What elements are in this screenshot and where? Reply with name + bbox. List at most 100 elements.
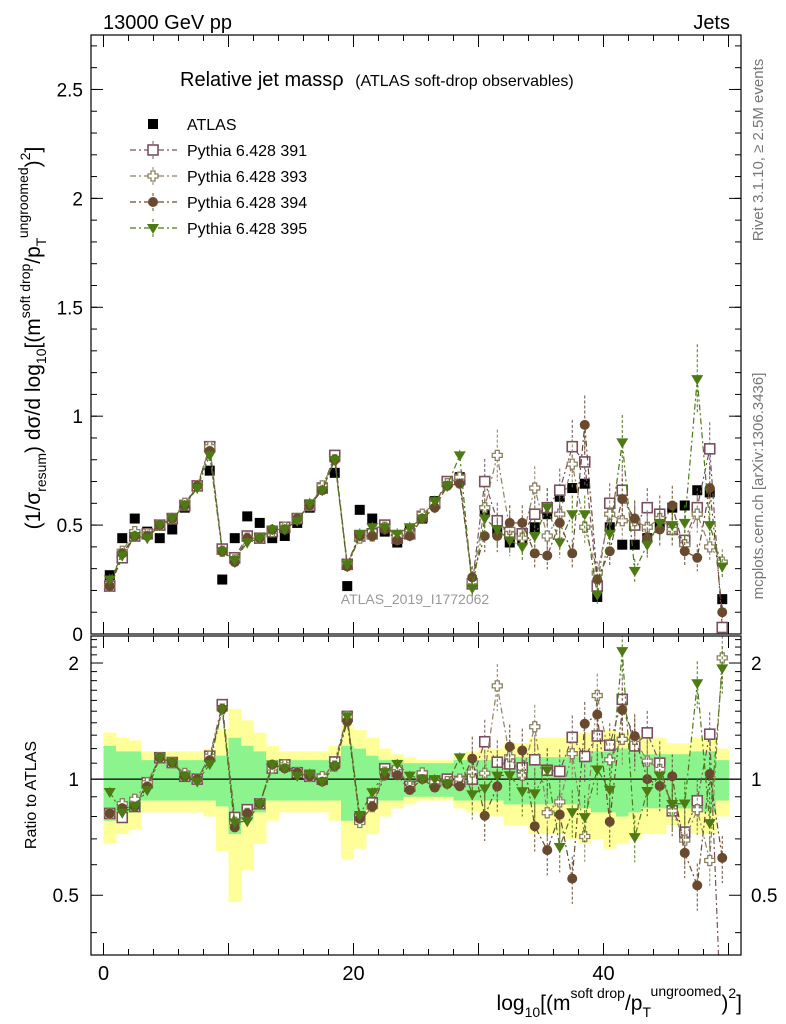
x-tick-label: 20 bbox=[342, 963, 364, 985]
data-point-pythia-6-428-395 bbox=[253, 534, 266, 545]
ratio-point-pythia-6-428-395 bbox=[653, 771, 666, 782]
data-point-pythia-6-428-394 bbox=[492, 530, 503, 541]
ratio-point-pythia-6-428-394 bbox=[667, 771, 678, 782]
legend-label: Pythia 6.428 393 bbox=[187, 169, 307, 186]
data-point-atlas bbox=[279, 530, 290, 541]
y-tick-label: 1 bbox=[72, 407, 83, 428]
ratio-point-pythia-6-428-393 bbox=[641, 755, 653, 767]
data-point-pythia-6-428-393 bbox=[541, 530, 553, 542]
data-point-pythia-6-428-395 bbox=[353, 529, 366, 540]
ratio-point-pythia-6-428-395 bbox=[228, 818, 241, 829]
data-point-pythia-6-428-394 bbox=[554, 517, 565, 528]
data-point-pythia-6-428-395 bbox=[303, 499, 316, 510]
ratio-point-pythia-6-428-394 bbox=[529, 821, 540, 832]
ratio-band-inner bbox=[153, 760, 167, 801]
ratio-point-pythia-6-428-395 bbox=[641, 786, 654, 797]
ratio-point-pythia-6-428-395 bbox=[241, 817, 254, 828]
data-point-atlas bbox=[204, 465, 215, 476]
y-tick-label: 0.5 bbox=[57, 516, 83, 537]
ratio-band-inner bbox=[216, 755, 229, 807]
data-point-pythia-6-428-395 bbox=[491, 525, 504, 536]
ratio-point-pythia-6-428-394 bbox=[554, 809, 565, 820]
ratio-point-pythia-6-428-393 bbox=[541, 807, 553, 819]
data-point-pythia-6-428-395 bbox=[291, 516, 304, 527]
data-point-pythia-6-428-393 bbox=[604, 508, 616, 520]
x-tick-label: 0 bbox=[98, 963, 109, 985]
ratio-tick-label-right: 2 bbox=[751, 654, 762, 675]
data-point-pythia-6-428-394 bbox=[517, 517, 528, 528]
series-line-pythia-6-428-394 bbox=[109, 424, 723, 613]
ratio-point-pythia-6-428-394 bbox=[604, 816, 615, 827]
ratio-point-pythia-6-428-395 bbox=[203, 760, 216, 771]
data-point-pythia-6-428-395 bbox=[666, 521, 679, 532]
ratio-point-pythia-6-428-394 bbox=[104, 808, 115, 819]
ratio-point-pythia-6-428-394 bbox=[429, 782, 440, 793]
ratio-frame bbox=[90, 635, 742, 956]
ratio-point-pythia-6-428-394 bbox=[504, 741, 515, 752]
legend-label: Pythia 6.428 395 bbox=[187, 221, 307, 238]
data-point-pythia-6-428-393 bbox=[691, 508, 703, 520]
data-point-pythia-6-428-395 bbox=[316, 486, 329, 497]
ratio-y-axis-label: Ratio to ATLAS bbox=[23, 741, 40, 849]
ratio-point-pythia-6-428-394 bbox=[242, 808, 253, 819]
ratio-band-inner bbox=[103, 745, 117, 821]
data-point-pythia-6-428-395 bbox=[278, 525, 291, 536]
data-point-pythia-6-428-395 bbox=[528, 531, 541, 542]
data-point-pythia-6-428-391 bbox=[716, 621, 729, 634]
data-point-pythia-6-428-394 bbox=[542, 550, 553, 561]
data-point-pythia-6-428-395 bbox=[266, 525, 279, 536]
axes: 00.511.522.50.5 0.51 12 20 20 40 bbox=[53, 35, 777, 985]
ratio-point-pythia-6-428-395 bbox=[378, 768, 391, 779]
ratio-point-pythia-6-428-394 bbox=[404, 784, 415, 795]
ratio-point-pythia-6-428-395 bbox=[466, 790, 479, 801]
ratio-point-pythia-6-428-393 bbox=[616, 733, 628, 745]
ratio-point-pythia-6-428-393 bbox=[554, 796, 566, 808]
ratio-point-pythia-6-428-393 bbox=[704, 854, 716, 867]
legend-label: ATLAS bbox=[187, 117, 237, 134]
data-point-atlas bbox=[254, 517, 265, 528]
ratio-point-pythia-6-428-394 bbox=[579, 718, 590, 729]
ratio-point-pythia-6-428-395 bbox=[291, 771, 304, 782]
ratio-point-pythia-6-428-395 bbox=[491, 771, 504, 782]
ratio-point-pythia-6-428-393 bbox=[679, 834, 691, 846]
ratio-point-pythia-6-428-395 bbox=[616, 647, 629, 658]
legend-marker-pythia-6-428-393 bbox=[147, 170, 159, 182]
ratio-point-pythia-6-428-395 bbox=[428, 775, 441, 786]
data-point-pythia-6-428-394 bbox=[367, 530, 378, 541]
ratio-band-inner bbox=[716, 760, 729, 801]
ratio-point-pythia-6-428-395 bbox=[541, 766, 554, 777]
data-point-atlas bbox=[567, 483, 578, 494]
data-point-pythia-6-428-395 bbox=[328, 455, 341, 466]
ratio-point-pythia-6-428-395 bbox=[553, 843, 566, 854]
ratio-tick-label-right: 0.5 bbox=[751, 886, 777, 907]
ratio-band-inner bbox=[116, 751, 129, 813]
data-point-pythia-6-428-395 bbox=[391, 529, 404, 540]
ratio-point-pythia-6-428-391 bbox=[528, 753, 541, 766]
ratio-point-pythia-6-428-395 bbox=[516, 787, 529, 798]
data-point-pythia-6-428-395 bbox=[128, 531, 141, 542]
data-point-pythia-6-428-395 bbox=[716, 562, 729, 573]
data-point-pythia-6-428-395 bbox=[378, 523, 391, 534]
ratio-point-pythia-6-428-395 bbox=[316, 777, 329, 788]
data-point-pythia-6-428-393 bbox=[491, 449, 503, 462]
data-point-pythia-6-428-394 bbox=[617, 493, 628, 504]
legend-label: Pythia 6.428 394 bbox=[187, 195, 307, 212]
ratio-line-pythia-6-428-395 bbox=[109, 651, 723, 850]
data-point-atlas bbox=[229, 533, 240, 544]
ratio-point-pythia-6-428-395 bbox=[366, 788, 379, 799]
data-point-atlas bbox=[154, 533, 165, 544]
ratio-band-inner bbox=[341, 745, 354, 821]
ratio-band-inner bbox=[616, 748, 629, 817]
ratio-point-pythia-6-428-395 bbox=[678, 799, 691, 810]
y-tick-label: 2 bbox=[72, 189, 83, 210]
ratio-point-pythia-6-428-391 bbox=[641, 727, 654, 739]
data-point-pythia-6-428-395 bbox=[366, 523, 379, 534]
data-point-pythia-6-428-395 bbox=[503, 536, 516, 547]
data-point-pythia-6-428-395 bbox=[578, 510, 591, 521]
data-point-pythia-6-428-391 bbox=[703, 443, 716, 455]
ratio-point-pythia-6-428-395 bbox=[453, 753, 466, 764]
data-point-pythia-6-428-395 bbox=[566, 510, 579, 521]
data-point-pythia-6-428-395 bbox=[153, 521, 166, 532]
data-point-atlas bbox=[267, 533, 278, 544]
data-point-pythia-6-428-393 bbox=[529, 482, 541, 494]
